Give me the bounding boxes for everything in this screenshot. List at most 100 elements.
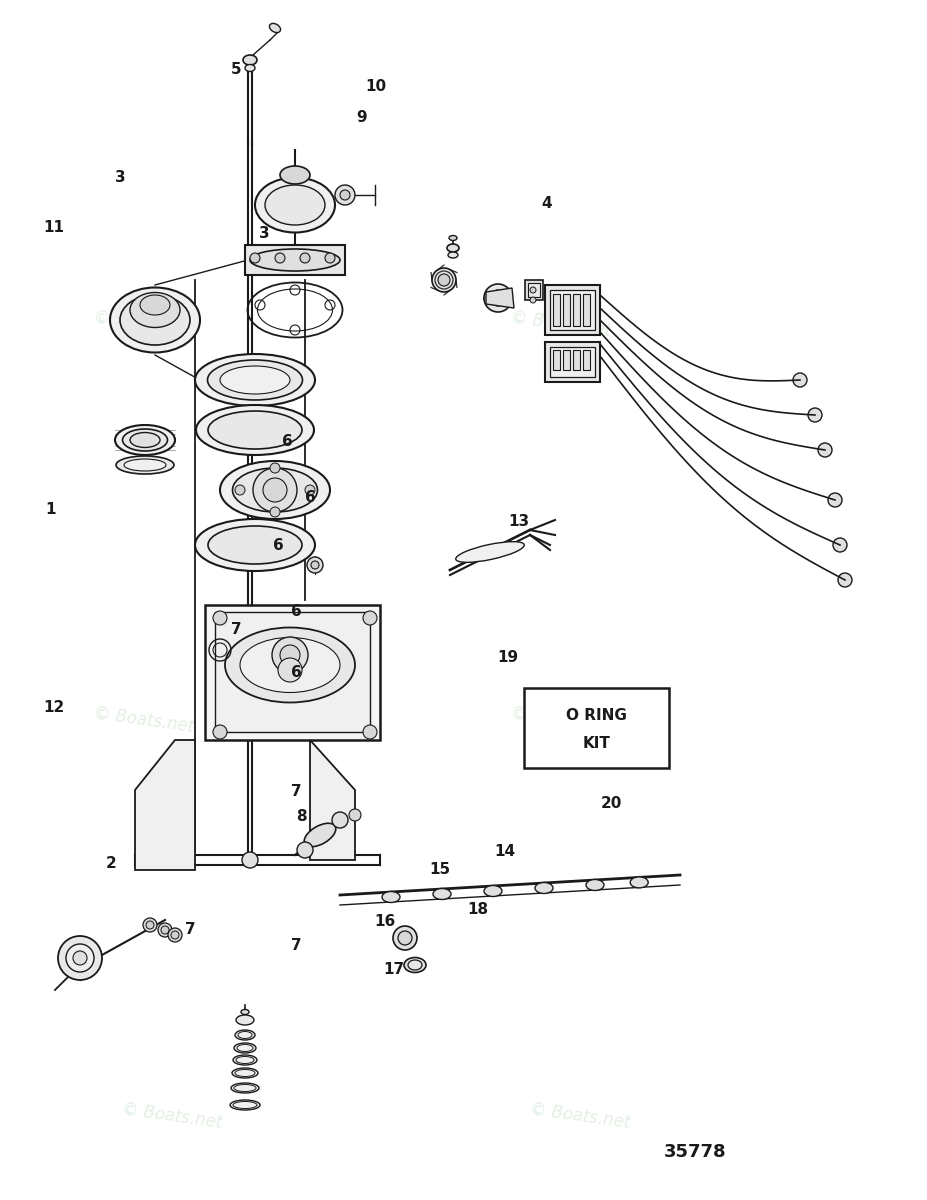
Ellipse shape (236, 1056, 254, 1063)
Bar (583, 350, 590, 370)
Circle shape (280, 646, 300, 665)
Bar (553, 294, 560, 326)
Ellipse shape (130, 432, 160, 448)
Circle shape (818, 443, 832, 457)
Bar (205, 605, 380, 740)
Text: 20: 20 (601, 797, 623, 811)
Text: © Boats.net: © Boats.net (528, 1100, 631, 1132)
Circle shape (307, 557, 323, 572)
Bar (528, 283, 540, 296)
Ellipse shape (535, 882, 553, 894)
Ellipse shape (196, 404, 314, 455)
Text: 19: 19 (498, 650, 518, 665)
Bar (550, 290, 595, 330)
Ellipse shape (233, 1055, 257, 1066)
Circle shape (143, 918, 157, 932)
Ellipse shape (448, 252, 458, 258)
Ellipse shape (208, 410, 302, 449)
Circle shape (828, 493, 842, 506)
Ellipse shape (240, 637, 340, 692)
Text: 14: 14 (495, 845, 515, 859)
Ellipse shape (115, 425, 175, 455)
Ellipse shape (456, 541, 525, 563)
Circle shape (332, 812, 348, 828)
Text: 7: 7 (184, 923, 196, 937)
Ellipse shape (208, 360, 302, 400)
Ellipse shape (234, 1085, 256, 1092)
Circle shape (363, 611, 377, 625)
Bar (524, 688, 669, 768)
Ellipse shape (433, 888, 451, 900)
Circle shape (161, 926, 169, 934)
Bar (545, 342, 600, 382)
Circle shape (278, 658, 302, 682)
Ellipse shape (382, 892, 400, 902)
Ellipse shape (235, 1030, 255, 1040)
Circle shape (363, 725, 377, 739)
Bar (245, 245, 345, 275)
Ellipse shape (110, 288, 200, 353)
Circle shape (73, 950, 87, 965)
Circle shape (242, 852, 258, 868)
Circle shape (311, 560, 319, 569)
Text: 7: 7 (291, 938, 302, 953)
Polygon shape (135, 740, 195, 870)
Circle shape (838, 572, 852, 587)
Ellipse shape (484, 886, 502, 896)
Ellipse shape (237, 1044, 253, 1051)
Bar (573, 350, 580, 370)
Text: 8: 8 (296, 809, 307, 823)
Ellipse shape (255, 178, 335, 233)
Circle shape (213, 611, 227, 625)
Ellipse shape (124, 458, 166, 470)
Circle shape (833, 538, 847, 552)
Circle shape (808, 408, 822, 422)
Ellipse shape (304, 823, 336, 847)
Text: 5: 5 (231, 62, 242, 77)
Circle shape (235, 485, 245, 494)
Text: 16: 16 (375, 914, 395, 929)
Text: 6: 6 (305, 491, 316, 505)
Ellipse shape (234, 1043, 256, 1054)
Text: 13: 13 (509, 515, 529, 529)
Text: 7: 7 (231, 623, 242, 637)
Circle shape (168, 928, 182, 942)
Circle shape (398, 931, 412, 946)
Circle shape (297, 842, 313, 858)
Text: © Boats.net: © Boats.net (93, 704, 196, 736)
Ellipse shape (130, 293, 180, 328)
Ellipse shape (243, 55, 257, 65)
Ellipse shape (236, 1015, 254, 1025)
Circle shape (270, 506, 280, 517)
Bar (563, 294, 570, 326)
Text: 11: 11 (44, 221, 64, 235)
Ellipse shape (265, 185, 325, 226)
Circle shape (250, 253, 260, 263)
Circle shape (530, 296, 536, 302)
Ellipse shape (231, 1082, 259, 1093)
Polygon shape (310, 740, 355, 860)
Circle shape (393, 926, 417, 950)
Circle shape (146, 922, 154, 929)
Ellipse shape (122, 428, 168, 451)
Circle shape (793, 373, 807, 386)
Text: 15: 15 (430, 863, 451, 877)
Text: 10: 10 (365, 79, 386, 94)
Ellipse shape (449, 235, 457, 240)
Circle shape (300, 253, 310, 263)
Text: 17: 17 (384, 962, 404, 977)
Circle shape (213, 725, 227, 739)
Circle shape (253, 468, 297, 512)
Ellipse shape (116, 456, 174, 474)
Text: 4: 4 (541, 197, 552, 211)
Ellipse shape (447, 244, 459, 252)
Ellipse shape (238, 1032, 252, 1038)
Circle shape (340, 190, 350, 200)
Text: 2: 2 (106, 857, 117, 871)
Text: KIT: KIT (582, 737, 611, 751)
Circle shape (325, 253, 335, 263)
Circle shape (305, 485, 315, 494)
Ellipse shape (220, 461, 330, 518)
Bar (563, 350, 570, 370)
Bar (550, 347, 595, 377)
